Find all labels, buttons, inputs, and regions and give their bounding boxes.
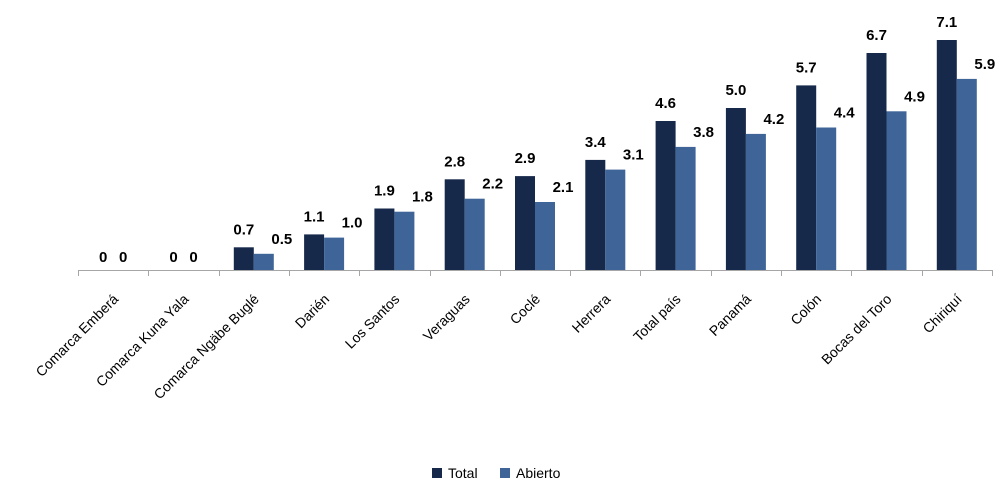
bar-abierto-6 xyxy=(535,202,555,270)
bar-abierto-4 xyxy=(394,211,415,270)
bar-abierto-7 xyxy=(605,169,626,270)
value-label-abierto-2: 0.5 xyxy=(271,231,292,248)
category-label-4: Los Santos xyxy=(342,291,403,352)
bar-total-3 xyxy=(304,234,325,270)
value-label-abierto-0: 0 xyxy=(119,249,127,266)
category-label-9: Panamá xyxy=(706,291,754,339)
category-label-5: Veraguas xyxy=(420,291,473,344)
bar-abierto-10 xyxy=(816,127,837,270)
value-label-abierto-7: 3.1 xyxy=(623,147,644,164)
category-label-7: Herrera xyxy=(569,291,614,336)
bar-total-4 xyxy=(374,208,395,270)
legend-swatch-abierto xyxy=(500,468,510,478)
bar-abierto-11 xyxy=(886,111,907,270)
legend-swatch-total xyxy=(432,468,442,478)
category-label-3: Darién xyxy=(292,291,332,331)
value-label-abierto-12: 5.9 xyxy=(974,56,995,73)
category-label-12: Chiriquí xyxy=(919,291,965,337)
bar-total-11 xyxy=(866,53,887,270)
bar-total-6 xyxy=(515,176,535,270)
value-label-total-0: 0 xyxy=(99,249,107,266)
value-label-total-1: 0 xyxy=(169,249,177,266)
value-label-abierto-11: 4.9 xyxy=(904,88,925,105)
bar-abierto-12 xyxy=(956,78,977,271)
value-label-total-7: 3.4 xyxy=(585,134,607,151)
legend: Total Abierto xyxy=(432,465,561,481)
value-label-abierto-3: 1.0 xyxy=(342,215,363,232)
value-label-abierto-10: 4.4 xyxy=(834,105,856,122)
bar-total-10 xyxy=(796,85,817,271)
category-label-6: Coclé xyxy=(506,291,543,328)
bar-abierto-9 xyxy=(745,133,766,270)
legend-label-abierto: Abierto xyxy=(516,465,561,481)
value-label-total-3: 1.1 xyxy=(304,208,325,225)
value-label-total-8: 4.6 xyxy=(655,95,676,112)
value-label-abierto-4: 1.8 xyxy=(412,189,433,206)
value-label-total-6: 2.9 xyxy=(515,150,536,167)
value-label-total-9: 5.0 xyxy=(725,82,746,99)
bar-total-9 xyxy=(725,108,746,270)
category-label-8: Total país xyxy=(630,291,684,345)
value-label-abierto-9: 4.2 xyxy=(763,111,784,128)
value-label-abierto-8: 3.8 xyxy=(693,124,714,141)
value-label-total-12: 7.1 xyxy=(936,14,957,31)
value-label-total-10: 5.7 xyxy=(796,59,817,76)
bar-abierto-3 xyxy=(324,237,345,270)
category-label-11: Bocas del Toro xyxy=(818,291,895,368)
value-label-abierto-5: 2.2 xyxy=(482,176,503,193)
value-label-total-5: 2.8 xyxy=(444,153,465,170)
bar-total-5 xyxy=(444,179,465,270)
bar-total-12 xyxy=(936,40,957,270)
bar-total-7 xyxy=(585,159,606,270)
bars-group xyxy=(233,40,977,271)
bar-total-8 xyxy=(655,121,676,270)
value-label-total-11: 6.7 xyxy=(866,27,887,44)
value-label-total-2: 0.7 xyxy=(233,221,254,238)
value-label-abierto-1: 0 xyxy=(189,249,197,266)
x-ticks-group xyxy=(78,270,993,276)
category-label-10: Colón xyxy=(787,291,824,328)
bar-total-2 xyxy=(233,247,254,270)
legend-label-total: Total xyxy=(448,465,478,481)
value-labels-group: 0 0 0 00.70.51.1 1.01.9 1.82.82.22.92.13.43.1… xyxy=(99,14,995,266)
bar-abierto-8 xyxy=(675,146,696,270)
bar-abierto-2 xyxy=(253,253,274,270)
bar-abierto-5 xyxy=(464,198,485,270)
value-label-abierto-6: 2.1 xyxy=(553,179,574,196)
value-label-total-4: 1.9 xyxy=(374,183,395,200)
